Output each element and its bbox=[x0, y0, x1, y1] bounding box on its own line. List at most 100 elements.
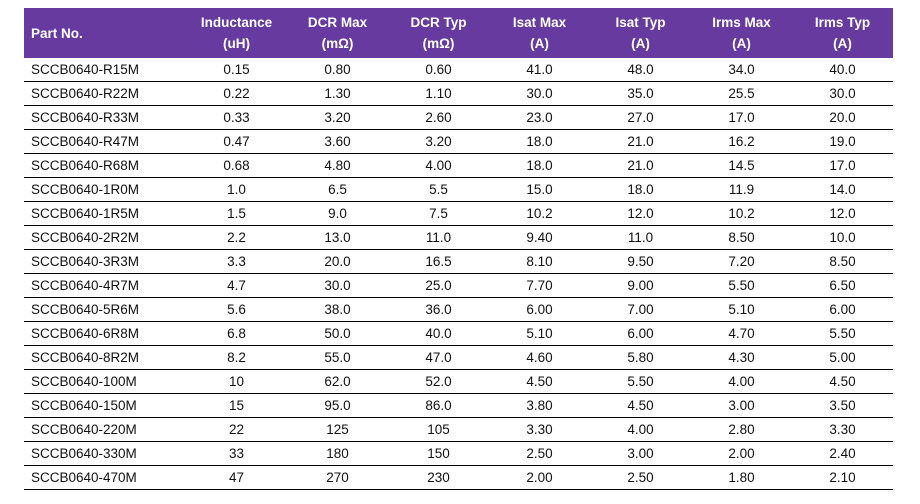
value-cell: 2.50 bbox=[489, 441, 590, 466]
value-cell: 20.0 bbox=[287, 249, 388, 274]
value-cell: 105 bbox=[388, 417, 489, 442]
value-cell: 0.60 bbox=[388, 58, 489, 82]
value-cell: 1.0 bbox=[186, 177, 287, 202]
value-cell: 17.0 bbox=[691, 105, 792, 130]
column-label: Inductance bbox=[200, 15, 273, 30]
value-cell: 1.80 bbox=[691, 465, 792, 490]
value-cell: 7.20 bbox=[691, 249, 792, 274]
table-row: SCCB0640-R33M 0.33 3.20 2.60 23.0 27.0 17.0 20.… bbox=[24, 105, 893, 130]
value-cell: 8.50 bbox=[691, 225, 792, 250]
part-number-cell: SCCB0640-330M bbox=[24, 441, 186, 466]
value-cell: 6.00 bbox=[590, 321, 691, 346]
value-cell: 12.0 bbox=[792, 201, 893, 226]
value-cell: 5.50 bbox=[691, 273, 792, 298]
column-header-isat-max: Isat Max (A) bbox=[489, 8, 590, 58]
value-cell: 4.80 bbox=[287, 153, 388, 178]
value-cell: 5.50 bbox=[792, 321, 893, 346]
value-cell: 9.00 bbox=[590, 273, 691, 298]
value-cell: 5.10 bbox=[691, 297, 792, 322]
table-row: SCCB0640-100M 10 62.0 52.0 4.50 5.50 4.00 4.50 bbox=[24, 369, 893, 394]
value-cell: 30.0 bbox=[792, 81, 893, 106]
value-cell: 3.80 bbox=[489, 393, 590, 418]
value-cell: 4.30 bbox=[691, 345, 792, 370]
value-cell: 4.60 bbox=[489, 345, 590, 370]
column-label: DCR Typ bbox=[410, 15, 467, 30]
value-cell: 4.7 bbox=[186, 273, 287, 298]
value-cell: 6.5 bbox=[287, 177, 388, 202]
value-cell: 2.50 bbox=[590, 465, 691, 490]
value-cell: 52.0 bbox=[388, 369, 489, 394]
value-cell: 95.0 bbox=[287, 393, 388, 418]
datasheet-page: Part No. Inductance (uH) DCR Max (mΩ) DC… bbox=[0, 8, 920, 504]
column-unit: (A) bbox=[833, 36, 852, 51]
value-cell: 5.6 bbox=[186, 297, 287, 322]
value-cell: 0.22 bbox=[186, 81, 287, 106]
value-cell: 36.0 bbox=[388, 297, 489, 322]
value-cell: 8.50 bbox=[792, 249, 893, 274]
value-cell: 23.0 bbox=[489, 105, 590, 130]
value-cell: 0.33 bbox=[186, 105, 287, 130]
value-cell: 10 bbox=[186, 369, 287, 394]
value-cell: 4.00 bbox=[691, 369, 792, 394]
part-number-cell: SCCB0640-220M bbox=[24, 417, 186, 442]
value-cell: 16.5 bbox=[388, 249, 489, 274]
value-cell: 17.0 bbox=[792, 153, 893, 178]
part-number-cell: SCCB0640-6R8M bbox=[24, 321, 186, 346]
value-cell: 25.5 bbox=[691, 81, 792, 106]
column-label: Irms Max bbox=[712, 15, 771, 30]
value-cell: 30.0 bbox=[287, 273, 388, 298]
table-row: SCCB0640-470M 47 270 230 2.00 2.50 1.80 2.10 bbox=[24, 465, 893, 490]
value-cell: 7.70 bbox=[489, 273, 590, 298]
value-cell: 11.0 bbox=[388, 225, 489, 250]
value-cell: 5.50 bbox=[590, 369, 691, 394]
value-cell: 3.30 bbox=[489, 417, 590, 442]
table-row: SCCB0640-220M 22 125 105 3.30 4.00 2.80 3.30 bbox=[24, 417, 893, 442]
column-unit: (mΩ) bbox=[321, 36, 354, 51]
value-cell: 34.0 bbox=[691, 58, 792, 82]
value-cell: 48.0 bbox=[590, 58, 691, 82]
value-cell: 40.0 bbox=[792, 58, 893, 82]
part-number-cell: SCCB0640-R15M bbox=[24, 58, 186, 82]
value-cell: 30.0 bbox=[489, 81, 590, 106]
part-number-cell: SCCB0640-8R2M bbox=[24, 345, 186, 370]
value-cell: 18.0 bbox=[590, 177, 691, 202]
value-cell: 4.00 bbox=[388, 153, 489, 178]
value-cell: 13.0 bbox=[287, 225, 388, 250]
value-cell: 50.0 bbox=[287, 321, 388, 346]
parts-spec-table: Part No. Inductance (uH) DCR Max (mΩ) DC… bbox=[24, 8, 893, 490]
value-cell: 55.0 bbox=[287, 345, 388, 370]
value-cell: 35.0 bbox=[590, 81, 691, 106]
value-cell: 4.50 bbox=[489, 369, 590, 394]
value-cell: 11.0 bbox=[590, 225, 691, 250]
value-cell: 1.10 bbox=[388, 81, 489, 106]
column-unit: (A) bbox=[631, 36, 650, 51]
value-cell: 86.0 bbox=[388, 393, 489, 418]
part-number-cell: SCCB0640-470M bbox=[24, 465, 186, 490]
value-cell: 3.20 bbox=[388, 129, 489, 154]
value-cell: 3.50 bbox=[792, 393, 893, 418]
part-number-cell: SCCB0640-R47M bbox=[24, 129, 186, 154]
part-number-cell: SCCB0640-1R0M bbox=[24, 177, 186, 202]
value-cell: 0.15 bbox=[186, 58, 287, 82]
value-cell: 2.2 bbox=[186, 225, 287, 250]
table-row: SCCB0640-1R0M 1.0 6.5 5.5 15.0 18.0 11.9 14.0 bbox=[24, 177, 893, 202]
table-row: SCCB0640-1R5M 1.5 9.0 7.5 10.2 12.0 10.2 12.0 bbox=[24, 201, 893, 226]
column-header-isat-typ: Isat Typ (A) bbox=[590, 8, 691, 58]
value-cell: 47.0 bbox=[388, 345, 489, 370]
value-cell: 9.50 bbox=[590, 249, 691, 274]
value-cell: 7.00 bbox=[590, 297, 691, 322]
table-row: SCCB0640-4R7M 4.7 30.0 25.0 7.70 9.00 5.50 6.50 bbox=[24, 273, 893, 298]
value-cell: 3.00 bbox=[590, 441, 691, 466]
value-cell: 19.0 bbox=[792, 129, 893, 154]
column-header-dcr-typ: DCR Typ (mΩ) bbox=[388, 8, 489, 58]
value-cell: 2.60 bbox=[388, 105, 489, 130]
value-cell: 270 bbox=[287, 465, 388, 490]
column-label: Isat Typ bbox=[615, 15, 666, 30]
value-cell: 4.70 bbox=[691, 321, 792, 346]
part-number-cell: SCCB0640-R68M bbox=[24, 153, 186, 178]
value-cell: 10.2 bbox=[691, 201, 792, 226]
value-cell: 9.40 bbox=[489, 225, 590, 250]
value-cell: 10.2 bbox=[489, 201, 590, 226]
value-cell: 2.00 bbox=[489, 465, 590, 490]
table-row: SCCB0640-330M 33 180 150 2.50 3.00 2.00 2.40 bbox=[24, 441, 893, 466]
